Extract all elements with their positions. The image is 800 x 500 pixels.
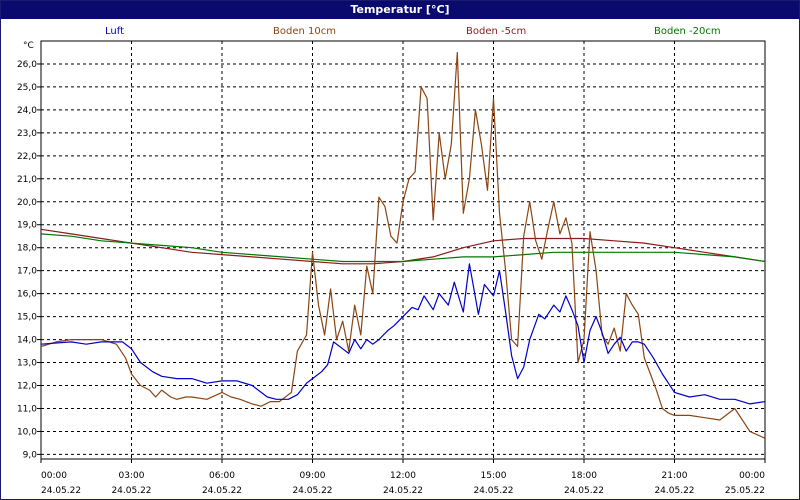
series-line-boden-20cm [40,233,766,263]
x-tick-time: 03:00 [119,471,145,481]
window-title: Temperatur [°C] [1,1,799,19]
x-tick-time: 18:00 [571,471,597,481]
x-tick-date: 24.05.22 [202,486,242,496]
y-tick-label: 19,0 [17,221,37,231]
x-tick-time: 06:00 [209,471,235,481]
y-axis-unit: °C [23,41,34,51]
x-tick-date: 24.05.22 [111,486,151,496]
x-tick-time: 09:00 [300,471,326,481]
y-tick-label: 24,0 [17,106,37,116]
y-tick-label: 10,0 [17,427,37,437]
y-tick-label: 17,0 [17,267,37,277]
y-tick-label: 23,0 [17,129,37,139]
x-tick-date: 24.05.22 [564,486,604,496]
x-tick-time: 12:00 [390,471,416,481]
series-line-boden-10cm [40,51,766,439]
legend-boden-minus-20cm: Boden -20cm [654,26,721,37]
y-tick-label: 9,0 [23,450,38,460]
y-tick-label: 14,0 [17,336,37,346]
x-tick-date: 24.05.22 [654,486,694,496]
x-tick-time: 00:00 [41,471,67,481]
series-line-luft [40,263,766,405]
y-tick-label: 18,0 [17,244,37,254]
legend-boden-10cm: Boden 10cm [273,26,336,37]
x-tick-time: 00:00 [739,471,765,481]
x-tick-time: 21:00 [662,471,688,481]
y-tick-label: 13,0 [17,359,37,369]
y-tick-label: 25,0 [17,83,37,93]
y-tick-label: 21,0 [17,175,37,185]
y-tick-label: 26,0 [17,60,37,70]
x-tick-date: 25.05.22 [725,486,765,496]
y-tick-label: 11,0 [17,404,37,414]
plot-frame [40,40,766,460]
y-tick-label: 16,0 [17,290,37,300]
y-tick-label: 15,0 [17,313,37,323]
legend-boden-minus-5cm: Boden -5cm [466,26,527,37]
y-tick-label: 12,0 [17,382,37,392]
y-tick-label: 22,0 [17,152,37,162]
legend-luft: Luft [105,26,124,37]
x-tick-date: 24.05.22 [383,486,423,496]
x-tick-date: 24.05.22 [41,486,81,496]
x-tick-date: 24.05.22 [292,486,332,496]
y-tick-label: 20,0 [17,198,37,208]
x-tick-date: 24.05.22 [473,486,513,496]
x-tick-time: 15:00 [481,471,507,481]
